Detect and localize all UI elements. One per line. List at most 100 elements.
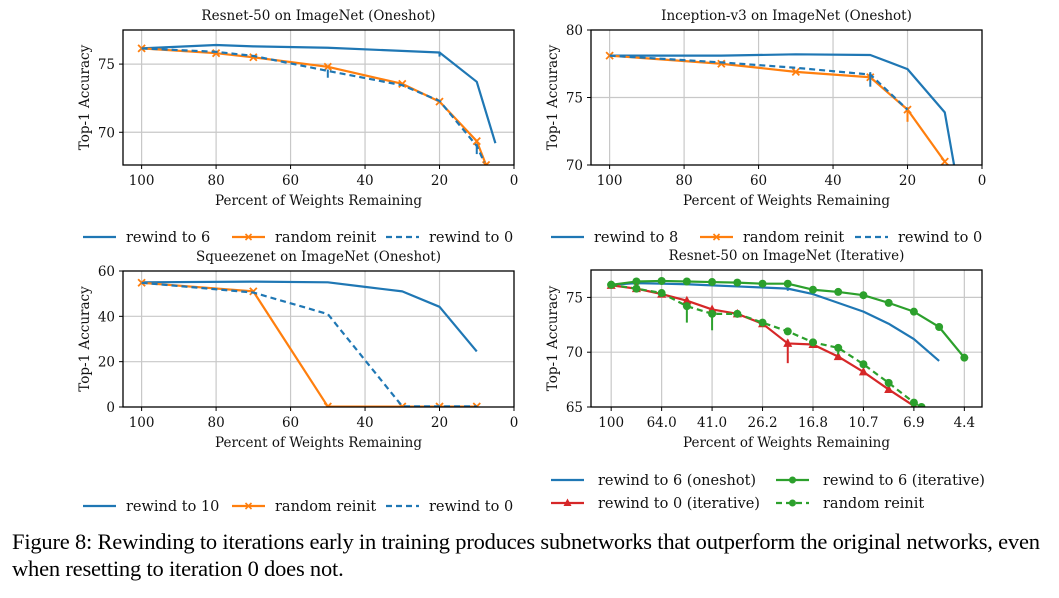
x-tick-label: 20	[899, 173, 916, 189]
x-axis-label: Percent of Weights Remaining	[683, 435, 890, 451]
series-rewind-to-6	[141, 43, 497, 144]
y-tick-label: 80	[566, 23, 583, 39]
y-tick-label: 40	[98, 309, 115, 325]
legend: rewind to 6 random reinit rewind to 0	[83, 230, 513, 246]
data-point	[398, 79, 407, 88]
plot-area	[605, 51, 956, 165]
axes-frame	[122, 270, 515, 408]
y-axis-label: Top-1 Accuracy	[545, 44, 561, 150]
data-point	[858, 366, 868, 376]
x-tick-label: 6.9	[903, 415, 924, 431]
x-tick-label: 60	[750, 173, 767, 189]
data-point	[607, 280, 616, 289]
x-tick-label: 26.2	[748, 415, 778, 431]
chart-resnet-iterative: 100 64.0 41.0 26.2 16.8 10.7 6.9 4.4 65 70 75 Resne…	[545, 248, 985, 512]
axes-frame	[122, 29, 515, 166]
x-tick-label: 0	[978, 173, 987, 189]
x-tick-label: 80	[676, 173, 693, 189]
legend-marker	[789, 499, 796, 507]
series-rewind-to-6-iterative-	[607, 276, 969, 362]
series-line	[141, 47, 486, 163]
data-point	[323, 62, 332, 71]
x-tick-label: 40	[356, 173, 373, 189]
series-rewind-to-0	[141, 47, 486, 163]
x-axis-label: Percent of Weights Remaining	[215, 435, 422, 451]
x-tick-label: 16.8	[798, 415, 828, 431]
legend-label: random reinit	[823, 496, 924, 512]
data-point	[632, 284, 641, 293]
data-point	[682, 277, 691, 286]
y-tick-label: 0	[106, 400, 115, 416]
data-point	[783, 327, 792, 336]
data-point	[758, 279, 767, 288]
data-point	[859, 360, 868, 369]
data-point	[791, 67, 800, 76]
data-point	[808, 338, 817, 347]
legend-label: rewind to 0	[898, 230, 982, 246]
x-tick-label: 100	[598, 415, 624, 431]
legend-marker	[789, 476, 796, 484]
y-tick-label: 75	[566, 290, 583, 306]
series-line	[611, 283, 923, 407]
data-point	[733, 309, 742, 318]
legend-label: random reinit	[743, 230, 844, 246]
data-point	[733, 278, 742, 287]
series-random-reinit	[607, 280, 926, 407]
legend-label: rewind to 6 (iterative)	[823, 473, 985, 489]
data-point	[783, 338, 793, 347]
series-random-reinit	[605, 51, 949, 165]
data-point	[834, 287, 843, 296]
data-point	[682, 295, 692, 305]
data-point	[657, 289, 666, 298]
plot-area	[606, 276, 969, 407]
y-tick-label: 70	[566, 345, 583, 361]
chart-inception-oneshot: 100 80 60 40 20 0 70 75 80 Inception-v3 on ImageN…	[545, 8, 986, 246]
x-tick-label: 41.0	[697, 415, 727, 431]
legend-label: rewind to 0	[429, 499, 513, 515]
x-tick-label: 40	[824, 173, 841, 189]
data-point	[472, 136, 481, 146]
x-tick-label: 10.7	[848, 415, 878, 431]
data-point	[708, 278, 717, 287]
data-point	[884, 384, 894, 393]
legend: rewind to 10 random reinit rewind to 0	[83, 499, 513, 515]
data-point	[783, 279, 792, 288]
data-point	[909, 307, 918, 316]
data-point	[884, 378, 893, 387]
data-point	[632, 277, 641, 286]
chart-title: Resnet-50 on ImageNet (Oneshot)	[201, 8, 435, 24]
legend: rewind to 8 random reinit rewind to 0	[551, 230, 982, 246]
series-random-reinit	[137, 44, 491, 165]
series-line	[609, 54, 909, 111]
data-point	[909, 398, 918, 407]
y-axis-label: Top-1 Accuracy	[77, 44, 93, 150]
x-tick-label: 20	[431, 415, 448, 431]
plot-area	[137, 43, 497, 165]
legend-label: rewind to 8	[594, 230, 678, 246]
data-point	[834, 343, 843, 352]
data-point	[960, 353, 969, 362]
chart-title: Resnet-50 on ImageNet (Iterative)	[669, 248, 905, 264]
data-point	[249, 53, 258, 62]
y-tick-label: 65	[566, 400, 583, 416]
legend-label: rewind to 0 (iterative)	[598, 496, 760, 512]
series-line	[141, 47, 488, 165]
data-point	[859, 291, 868, 300]
x-tick-label: 0	[510, 173, 519, 189]
legend-marker	[244, 233, 253, 241]
data-point	[935, 322, 944, 331]
y-tick-label: 60	[98, 264, 115, 280]
x-tick-label: 4.4	[954, 415, 975, 431]
data-point	[917, 403, 926, 407]
y-tick-label: 75	[566, 91, 583, 107]
figure-caption: Figure 8: Rewinding to iterations early …	[12, 529, 1040, 581]
x-tick-label: 100	[129, 173, 155, 189]
y-tick-label: 75	[98, 57, 115, 73]
y-tick-label: 70	[566, 158, 583, 174]
x-tick-label: 80	[208, 173, 225, 189]
series-line	[609, 54, 946, 163]
data-point	[884, 298, 893, 307]
chart-squeezenet-oneshot: 100 80 60 40 20 0 0 20 40 60 Squeezenet on ImageNe…	[77, 249, 518, 515]
y-axis-label: Top-1 Accuracy	[545, 285, 561, 391]
